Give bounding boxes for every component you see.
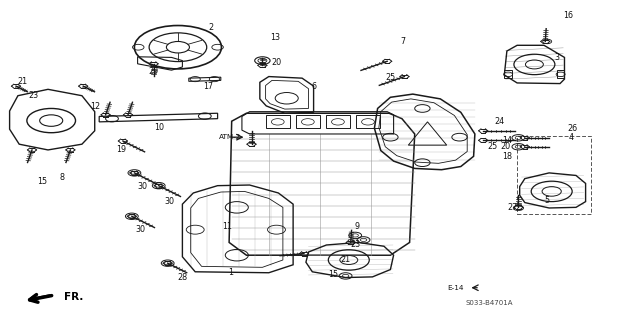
Text: 2: 2	[209, 23, 214, 32]
Text: 15: 15	[328, 271, 338, 279]
Text: 20: 20	[271, 58, 282, 67]
Text: 7: 7	[401, 37, 406, 46]
FancyArrowPatch shape	[30, 296, 50, 301]
Text: 10: 10	[154, 123, 164, 132]
Text: 14: 14	[502, 137, 513, 145]
Text: 30: 30	[136, 225, 146, 234]
Text: S033-B4701A: S033-B4701A	[466, 300, 513, 306]
Bar	[326, 115, 350, 128]
Text: 9: 9	[355, 222, 360, 231]
Text: 1: 1	[228, 268, 233, 277]
Text: 11: 11	[222, 222, 232, 231]
Text: 17: 17	[204, 82, 214, 91]
Text: 26: 26	[568, 124, 578, 133]
Text: 8: 8	[60, 173, 65, 182]
Text: 29: 29	[148, 67, 159, 76]
Bar	[266, 115, 290, 128]
Bar	[356, 115, 380, 128]
Text: 3: 3	[554, 53, 559, 62]
Text: 21: 21	[340, 256, 351, 264]
Text: 23: 23	[350, 240, 360, 249]
Text: 19: 19	[116, 145, 127, 154]
Text: 15: 15	[37, 177, 47, 186]
Text: 12: 12	[90, 102, 100, 111]
Text: 20: 20	[500, 142, 511, 151]
Text: 6: 6	[311, 82, 316, 91]
Text: 18: 18	[502, 152, 513, 161]
Text: E-14: E-14	[447, 285, 464, 291]
Text: 23: 23	[29, 91, 39, 100]
Bar	[296, 115, 320, 128]
Text: 21: 21	[17, 77, 28, 86]
Text: 30: 30	[164, 197, 175, 206]
Text: 25: 25	[488, 142, 498, 151]
Text: 24: 24	[494, 117, 504, 126]
Text: 30: 30	[137, 182, 147, 191]
Text: 25: 25	[385, 73, 396, 82]
Text: ATM-2: ATM-2	[220, 134, 241, 140]
Text: 27: 27	[507, 203, 517, 212]
Text: 13: 13	[270, 33, 280, 42]
Text: 4: 4	[568, 133, 573, 142]
Text: 16: 16	[563, 11, 573, 20]
Text: 28: 28	[177, 273, 188, 282]
Text: FR.: FR.	[64, 292, 83, 302]
Text: 5: 5	[545, 197, 550, 205]
